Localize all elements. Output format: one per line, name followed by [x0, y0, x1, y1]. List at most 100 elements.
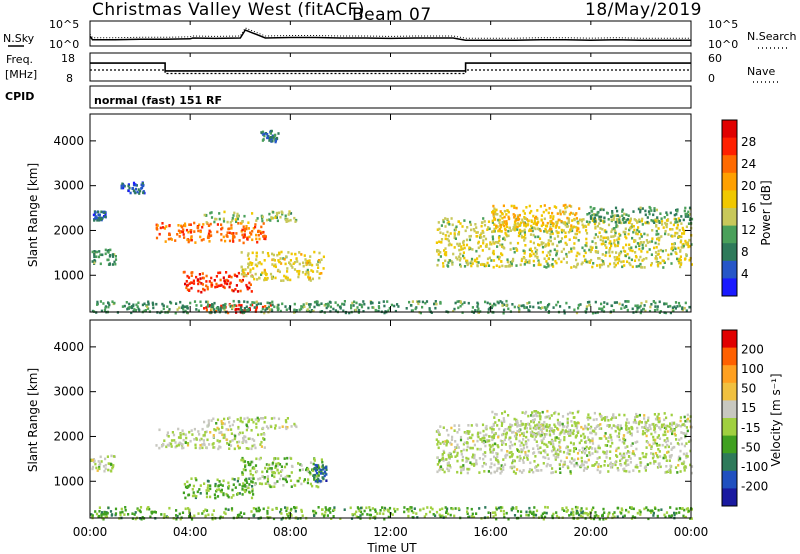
scatter-cell [181, 225, 184, 229]
scatter-cell [417, 302, 420, 306]
scatter-cell [363, 509, 366, 513]
scatter-cell [476, 447, 479, 451]
scatter-cell [573, 308, 576, 312]
scatter-cell [527, 514, 530, 517]
scatter-cell [277, 211, 281, 215]
scatter-cell [491, 410, 494, 414]
scatter-cell [598, 231, 601, 234]
scatter-cell [594, 218, 597, 221]
scatter-cell [490, 428, 494, 431]
scatter-cell [577, 221, 580, 225]
scatter-cell [600, 242, 603, 246]
scatter-cell [485, 424, 488, 428]
scatter-cell [163, 227, 166, 230]
scatter-cell [489, 241, 492, 244]
scatter-cell [445, 509, 448, 513]
scatter-cell [308, 277, 311, 280]
scatter-cell [677, 464, 680, 467]
scatter-cell [534, 455, 537, 458]
scatter-cell [251, 474, 255, 477]
scatter-cell [652, 422, 655, 426]
scatter-cell [96, 469, 99, 472]
scatter-cell [532, 470, 535, 474]
scatter-cell [259, 230, 262, 233]
scatter-cell [296, 260, 299, 263]
scatter-cell [256, 278, 259, 281]
scatter-cell [511, 461, 514, 465]
scatter-cell [203, 442, 206, 445]
scatter-cell [537, 431, 540, 434]
scatter-cell [682, 452, 685, 456]
scatter-cell [358, 509, 361, 513]
scatter-cell [488, 256, 491, 260]
scatter-cell [264, 308, 267, 312]
scatter-cell [314, 479, 317, 483]
scatter-cell [571, 411, 574, 415]
scatter-cell [510, 204, 513, 208]
scatter-cell [601, 307, 604, 311]
scatter-cell [644, 469, 647, 472]
scatter-cell [501, 443, 504, 446]
x-tick-label: 16:00 [473, 525, 508, 539]
scatter-cell [565, 446, 568, 450]
scatter-cell [641, 246, 645, 250]
scatter-cell [317, 506, 320, 509]
scatter-cell [581, 451, 584, 454]
scatter-cell [447, 220, 450, 224]
scatter-cell [670, 247, 673, 251]
scatter-cell [536, 426, 539, 430]
scatter-cell [233, 303, 236, 307]
scatter-cell [110, 454, 113, 458]
scatter-cell [547, 441, 551, 444]
scatter-cell [438, 460, 441, 464]
scatter-cell [284, 214, 287, 218]
scatter-cell [525, 510, 528, 514]
scatter-cell [249, 261, 252, 264]
scatter-cell [461, 302, 464, 306]
scatter-cell [484, 444, 487, 448]
scatter-cell [616, 426, 619, 429]
scatter-cell [199, 230, 202, 234]
scatter-cell [232, 299, 235, 303]
scatter-cell [680, 222, 683, 225]
scatter-cell [555, 436, 558, 439]
scatter-cell [297, 275, 300, 279]
scatter-cell [216, 223, 219, 226]
scatter-cell [616, 214, 619, 217]
scatter-cell [557, 231, 560, 234]
scatter-cell [318, 303, 321, 307]
scatter-cell [387, 515, 390, 519]
scatter-cell [261, 251, 264, 254]
scatter-cell [217, 427, 220, 431]
scatter-cell [607, 237, 610, 241]
scatter-cell [495, 241, 498, 244]
scatter-cell [481, 440, 484, 443]
scatter-cell [216, 426, 219, 430]
scatter-cell [491, 219, 494, 223]
scatter-cell [597, 465, 600, 469]
scatter-cell [143, 309, 146, 313]
scatter-cell [408, 507, 411, 511]
scatter-cell [620, 307, 623, 310]
scatter-cell [277, 457, 280, 460]
scatter-cell [611, 441, 614, 445]
scatter-cell [551, 440, 554, 443]
scatter-cell [499, 225, 503, 229]
scatter-cell [592, 418, 595, 422]
scatter-cell [581, 515, 584, 519]
scatter-cell [665, 459, 668, 462]
scatter-cell [134, 183, 137, 187]
scatter-cell [683, 424, 687, 427]
scatter-cell [492, 209, 495, 213]
scatter-cell [175, 302, 178, 305]
scatter-cell [492, 249, 495, 253]
scatter-cell [490, 259, 493, 262]
scatter-cell [258, 237, 261, 241]
scatter-cell [592, 506, 595, 510]
scatter-cell [274, 139, 277, 142]
scatter-cell [382, 300, 385, 303]
scatter-cell [660, 425, 663, 429]
scatter-cell [241, 488, 244, 491]
scatter-cell [317, 485, 320, 489]
scatter-cell [209, 495, 212, 499]
